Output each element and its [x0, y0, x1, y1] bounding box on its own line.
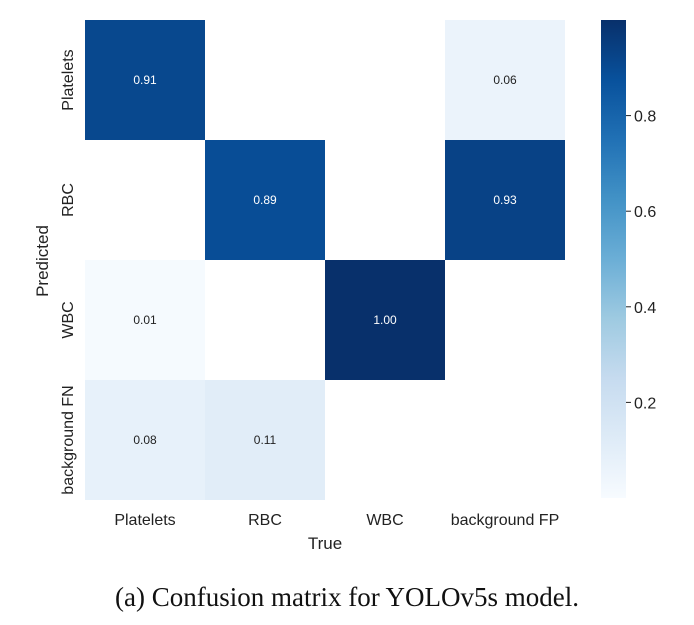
heatmap-cell [325, 260, 445, 380]
colorbar-tick-label: 0.2 [634, 395, 656, 412]
heatmap-cell [205, 140, 325, 260]
cell-value-label: 0.89 [253, 193, 277, 207]
colorbar-tick-label: 0.4 [634, 300, 656, 317]
heatmap-cell [445, 140, 565, 260]
x-tick-label: background FP [451, 512, 560, 529]
heatmap-cell [85, 260, 205, 380]
colorbar-ticks: 0.2 0.4 0.6 0.8 [626, 109, 656, 412]
cell-value-label: 0.01 [133, 313, 157, 327]
colorbar-tick-label: 0.6 [634, 204, 656, 221]
figure-caption: (a) Confusion matrix for YOLOv5s model. [115, 582, 579, 612]
cell-value-label: 1.00 [373, 313, 397, 327]
y-tick-label: RBC [60, 183, 77, 217]
cell-value-label: 0.93 [493, 193, 517, 207]
x-tick-label: RBC [248, 512, 282, 529]
y-tick-label: background FN [60, 385, 77, 494]
x-axis-title: True [308, 534, 342, 553]
cell-value-label: 0.11 [254, 433, 277, 447]
heatmap-cell [445, 20, 565, 140]
colorbar [601, 20, 626, 498]
cell-value-label: 0.08 [133, 433, 157, 447]
cell-value-label: 0.91 [133, 73, 157, 87]
x-tick-label: WBC [366, 512, 403, 529]
x-tick-labels: Platelets RBC WBC background FP [114, 512, 559, 529]
cell-value-label: 0.06 [493, 73, 517, 87]
y-tick-labels: Platelets RBC WBC background FN [60, 49, 77, 494]
heatmap-cells: 0.91 0.06 0.89 0.93 0.01 1.00 0.08 0.11 [85, 20, 565, 500]
colorbar-tick-label: 0.8 [634, 109, 656, 126]
y-tick-label: Platelets [60, 49, 77, 110]
x-tick-label: Platelets [114, 512, 175, 529]
y-tick-label: WBC [60, 301, 77, 338]
y-axis-title: Predicted [33, 225, 52, 297]
heatmap-cell [205, 380, 325, 500]
heatmap-cell [85, 20, 205, 140]
heatmap-cell [85, 380, 205, 500]
